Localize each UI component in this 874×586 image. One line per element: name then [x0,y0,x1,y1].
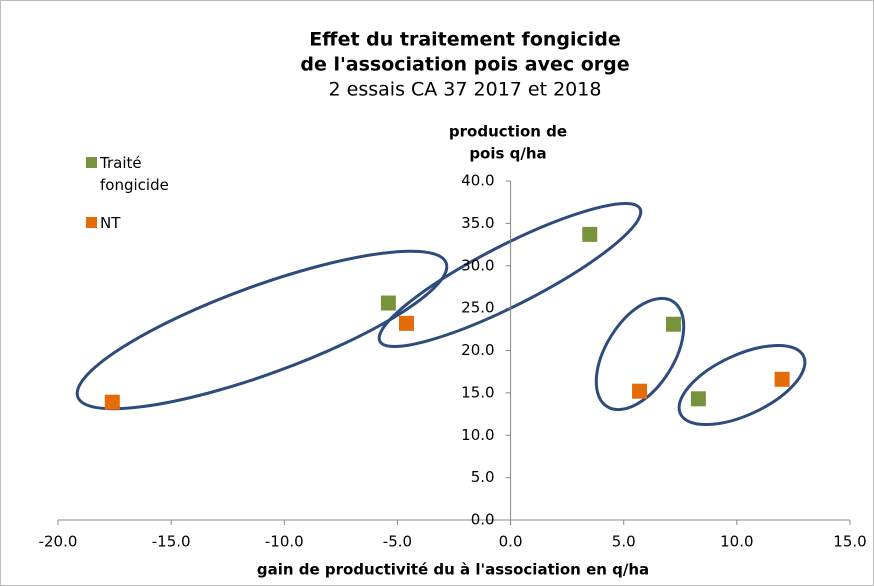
y-axis-label: pois q/ha [469,145,546,163]
y-tick-label: 20.0 [461,341,494,359]
legend-swatch [86,157,97,168]
ellipse [594,296,686,412]
point [690,391,706,407]
x-tick-label: -15.0 [152,533,191,551]
legend-label: NT [100,214,121,232]
x-tick-label: 15.0 [833,533,866,551]
chart-subtitle: 2 essais CA 37 2017 et 2018 [329,79,602,101]
point [380,295,396,311]
legend-label: Traité fongicide [100,154,169,194]
point [104,394,120,410]
ellipse [75,249,449,411]
point [774,371,790,387]
x-tick-label: -10.0 [265,533,304,551]
x-tick-label: 0.0 [499,533,523,551]
x-tick-label: 10.0 [720,533,753,551]
point [632,383,648,399]
point [582,226,598,242]
y-tick-label: 5.0 [471,468,495,486]
y-tick-label: 0.0 [471,511,495,529]
y-axis-label: production de [449,123,567,141]
legend-swatch [86,217,97,228]
x-axis-label: gain de productivité du à l'association … [257,561,649,579]
point [665,316,681,332]
point [398,315,414,331]
chart-title: Effet du traitement fongicide [309,29,621,51]
y-tick-label: 35.0 [461,214,494,232]
x-tick-label: 5.0 [612,533,636,551]
annotations [75,202,807,427]
chart-title: de l'association pois avec orge [300,54,629,76]
ellipse [377,202,643,348]
y-tick-label: 15.0 [461,383,494,401]
ellipse [677,343,807,427]
y-tick-label: 25.0 [461,299,494,317]
y-tick-label: 30.0 [461,256,494,274]
y-tick-label: 10.0 [461,426,494,444]
y-tick-label: 40.0 [461,172,494,190]
x-tick-label: -20.0 [39,533,78,551]
x-tick-label: -5.0 [383,533,412,551]
